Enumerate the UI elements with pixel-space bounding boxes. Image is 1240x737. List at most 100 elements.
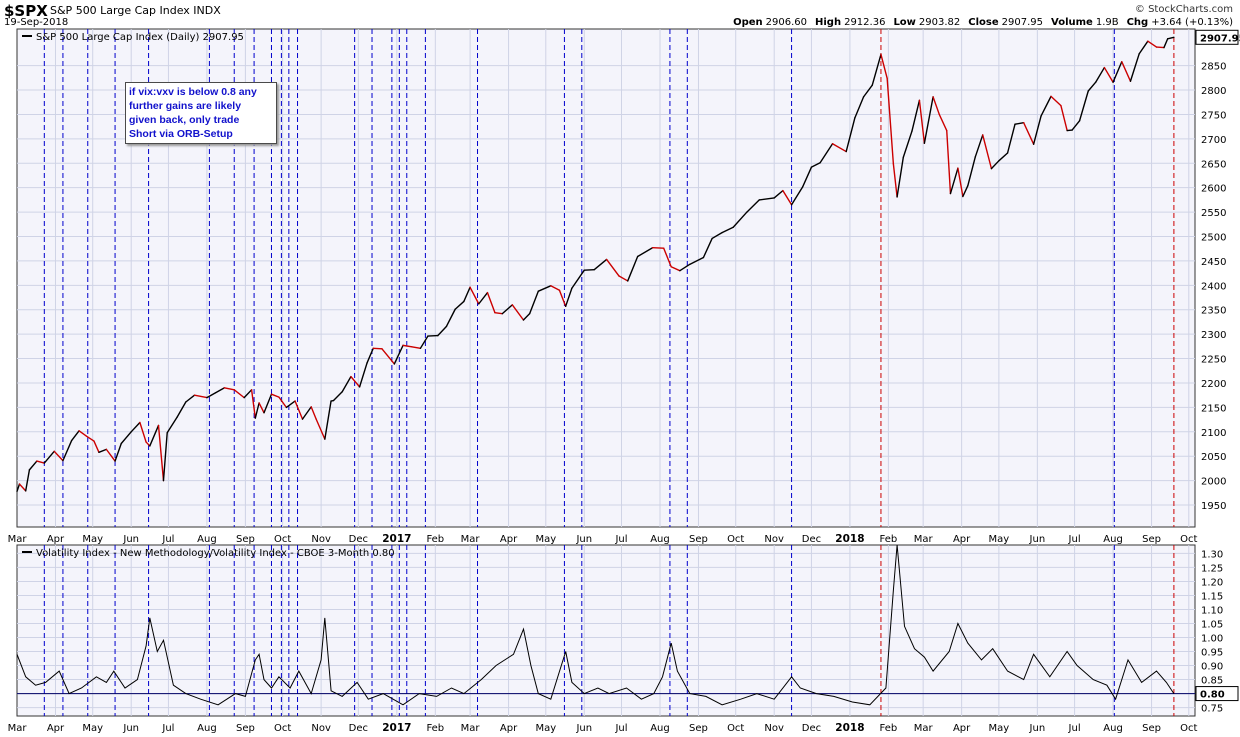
x-tick-label: Oct xyxy=(1180,534,1197,545)
x-tick-label: Aug xyxy=(197,723,217,734)
price-segment xyxy=(254,402,260,419)
y-tick-label: 1.05 xyxy=(1201,619,1223,630)
x-tick-label: Sep xyxy=(236,723,255,734)
x-tick-label: May xyxy=(989,723,1010,734)
price-segment xyxy=(1022,122,1035,145)
price-segment xyxy=(445,308,456,328)
price-segment xyxy=(162,432,168,482)
x-tick-label: Apr xyxy=(953,534,971,545)
x-tick-label: Aug xyxy=(1103,723,1123,734)
quote-summary: Open 2906.60 High 2912.36 Low 2903.82 Close 290… xyxy=(725,17,1233,28)
price-segment xyxy=(702,237,713,259)
x-tick-label: Oct xyxy=(1180,723,1197,734)
price-segment xyxy=(911,99,921,132)
y-tick-label: 2650 xyxy=(1201,159,1226,170)
price-segment xyxy=(18,483,27,492)
quote-value-chg: +3.64 (+0.13%) xyxy=(1151,17,1233,28)
price-segment xyxy=(62,439,73,462)
price-segment xyxy=(998,152,1009,162)
price-segment xyxy=(862,84,873,98)
x-tick-label: Jul xyxy=(1068,723,1081,734)
x-tick-label: Mar xyxy=(461,723,481,734)
brand-watermark[interactable]: © StockCharts.com xyxy=(1134,4,1233,15)
y-tick-label: 2550 xyxy=(1201,208,1226,219)
price-segment xyxy=(411,346,422,350)
price-segment xyxy=(1103,66,1114,83)
quote-value-volume: 1.9B xyxy=(1095,17,1119,28)
x-tick-label: Apr xyxy=(953,723,971,734)
last-value-label: 2907.95 xyxy=(1200,33,1240,44)
x-tick-label: Jul xyxy=(161,723,174,734)
x-tick-label: 2017 xyxy=(382,722,411,734)
ticker-name: S&P 500 Large Cap Index INDX xyxy=(50,4,221,17)
price-segment xyxy=(802,166,813,188)
price-segment xyxy=(43,450,55,464)
price-segment xyxy=(28,460,38,471)
price-segment xyxy=(810,162,821,168)
price-segment xyxy=(206,392,217,399)
price-segment xyxy=(932,96,940,116)
y-tick-label: 2600 xyxy=(1201,184,1226,195)
price-segment xyxy=(1040,95,1052,117)
price-segment xyxy=(1087,81,1097,92)
y-tick-label: 2450 xyxy=(1201,257,1226,268)
x-tick-label: Jun xyxy=(122,723,139,734)
x-tick-label: Sep xyxy=(1142,534,1161,545)
price-segment xyxy=(469,286,480,305)
y-tick-label: 2300 xyxy=(1201,330,1226,341)
price-segment xyxy=(663,247,672,268)
price-segment xyxy=(1166,36,1175,40)
price-segment xyxy=(393,344,404,365)
x-tick-label: Feb xyxy=(880,723,898,734)
plot-area xyxy=(16,544,1196,717)
price-segment xyxy=(402,344,413,348)
price-segment xyxy=(689,256,705,266)
price-segment xyxy=(1006,123,1016,154)
price-segment xyxy=(571,269,585,289)
x-tick-label: May xyxy=(82,534,103,545)
price-segment xyxy=(120,431,132,445)
price-segment xyxy=(285,400,296,409)
price-segment xyxy=(93,440,100,453)
price-segment xyxy=(967,156,976,187)
price-segment xyxy=(243,389,253,399)
x-tick-label: Nov xyxy=(311,534,331,545)
price-segment xyxy=(746,199,761,213)
price-segment xyxy=(1050,95,1062,107)
quote-label-chg: Chg xyxy=(1126,17,1149,28)
y-tick-label: 2250 xyxy=(1201,355,1226,366)
y-tick-label: 2000 xyxy=(1201,477,1226,488)
price-segment xyxy=(176,401,187,418)
x-tick-label: Jul xyxy=(1068,534,1081,545)
price-segment xyxy=(537,285,552,292)
annotation-line: if vix:vxv is below 0.8 any xyxy=(129,86,257,98)
x-tick-label: Feb xyxy=(880,534,898,545)
x-tick-label: Jul xyxy=(161,534,174,545)
x-tick-label: Oct xyxy=(274,534,291,545)
x-tick-label: Apr xyxy=(500,723,518,734)
x-tick-label: May xyxy=(82,723,103,734)
x-tick-label: May xyxy=(535,534,556,545)
price-segment xyxy=(193,394,208,399)
price-segment xyxy=(618,275,629,282)
x-tick-label: May xyxy=(535,723,556,734)
price-segment xyxy=(270,393,280,398)
x-tick-label: May xyxy=(989,534,1010,545)
y-tick-label: 1.20 xyxy=(1201,577,1223,588)
ticker-symbol: $SPX xyxy=(4,2,48,20)
quote-value-open: 2906.60 xyxy=(765,17,807,28)
x-tick-label: Nov xyxy=(311,723,331,734)
x-tick-label: Jun xyxy=(122,534,139,545)
x-tick-label: Jun xyxy=(575,723,592,734)
x-tick-label: Dec xyxy=(349,534,368,545)
x-tick-label: Oct xyxy=(274,723,291,734)
price-segment xyxy=(892,163,898,198)
price-segment xyxy=(1014,122,1025,125)
y-tick-label: 0.85 xyxy=(1201,676,1223,687)
price-segment xyxy=(636,247,654,258)
x-tick-label: Apr xyxy=(47,723,65,734)
quote-label-open: Open xyxy=(733,17,763,28)
price-segment xyxy=(990,160,1000,170)
price-segment xyxy=(139,421,147,443)
annotation-line: given back, only trade xyxy=(129,114,240,126)
